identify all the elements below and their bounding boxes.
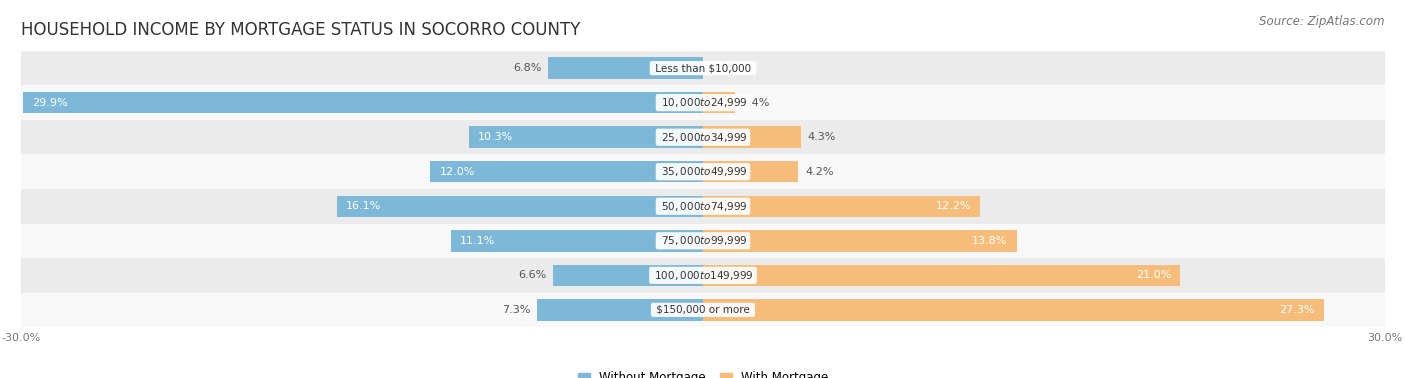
Bar bbox=[703, 265, 1181, 286]
Text: 1.4%: 1.4% bbox=[741, 98, 770, 108]
Text: 21.0%: 21.0% bbox=[1136, 270, 1171, 280]
Text: 12.0%: 12.0% bbox=[439, 167, 475, 177]
Bar bbox=[21, 223, 1385, 258]
Text: $75,000 to $99,999: $75,000 to $99,999 bbox=[658, 234, 748, 247]
Bar bbox=[21, 258, 1385, 293]
Text: $35,000 to $49,999: $35,000 to $49,999 bbox=[658, 165, 748, 178]
Bar bbox=[430, 161, 703, 183]
Text: $50,000 to $74,999: $50,000 to $74,999 bbox=[658, 200, 748, 213]
Bar bbox=[21, 51, 1385, 85]
Bar bbox=[548, 57, 703, 79]
Text: HOUSEHOLD INCOME BY MORTGAGE STATUS IN SOCORRO COUNTY: HOUSEHOLD INCOME BY MORTGAGE STATUS IN S… bbox=[21, 21, 581, 39]
Legend: Without Mortgage, With Mortgage: Without Mortgage, With Mortgage bbox=[578, 372, 828, 378]
Text: 16.1%: 16.1% bbox=[346, 201, 381, 211]
Text: $150,000 or more: $150,000 or more bbox=[652, 305, 754, 315]
Bar bbox=[21, 189, 1385, 223]
Bar bbox=[703, 127, 801, 148]
Text: $100,000 to $149,999: $100,000 to $149,999 bbox=[651, 269, 755, 282]
Text: 0.0%: 0.0% bbox=[710, 63, 738, 73]
Bar bbox=[451, 230, 703, 251]
Bar bbox=[337, 195, 703, 217]
Text: Less than $10,000: Less than $10,000 bbox=[652, 63, 754, 73]
Text: 29.9%: 29.9% bbox=[32, 98, 67, 108]
Bar bbox=[703, 230, 1017, 251]
Text: 4.2%: 4.2% bbox=[806, 167, 834, 177]
Text: $25,000 to $34,999: $25,000 to $34,999 bbox=[658, 131, 748, 144]
Bar bbox=[24, 92, 703, 113]
Text: 10.3%: 10.3% bbox=[478, 132, 513, 142]
Bar bbox=[21, 155, 1385, 189]
Bar bbox=[21, 293, 1385, 327]
Bar bbox=[703, 92, 735, 113]
Text: 7.3%: 7.3% bbox=[502, 305, 530, 315]
Text: 4.3%: 4.3% bbox=[807, 132, 837, 142]
Text: 11.1%: 11.1% bbox=[460, 236, 495, 246]
Bar bbox=[703, 195, 980, 217]
Text: $10,000 to $24,999: $10,000 to $24,999 bbox=[658, 96, 748, 109]
Text: 13.8%: 13.8% bbox=[972, 236, 1008, 246]
Text: Source: ZipAtlas.com: Source: ZipAtlas.com bbox=[1260, 15, 1385, 28]
Bar bbox=[537, 299, 703, 321]
Bar bbox=[703, 161, 799, 183]
Bar bbox=[21, 120, 1385, 155]
Bar bbox=[468, 127, 703, 148]
Text: 6.6%: 6.6% bbox=[517, 270, 546, 280]
Bar bbox=[553, 265, 703, 286]
Text: 6.8%: 6.8% bbox=[513, 63, 541, 73]
Text: 12.2%: 12.2% bbox=[936, 201, 972, 211]
Bar bbox=[703, 299, 1323, 321]
Bar bbox=[21, 85, 1385, 120]
Text: 27.3%: 27.3% bbox=[1279, 305, 1315, 315]
